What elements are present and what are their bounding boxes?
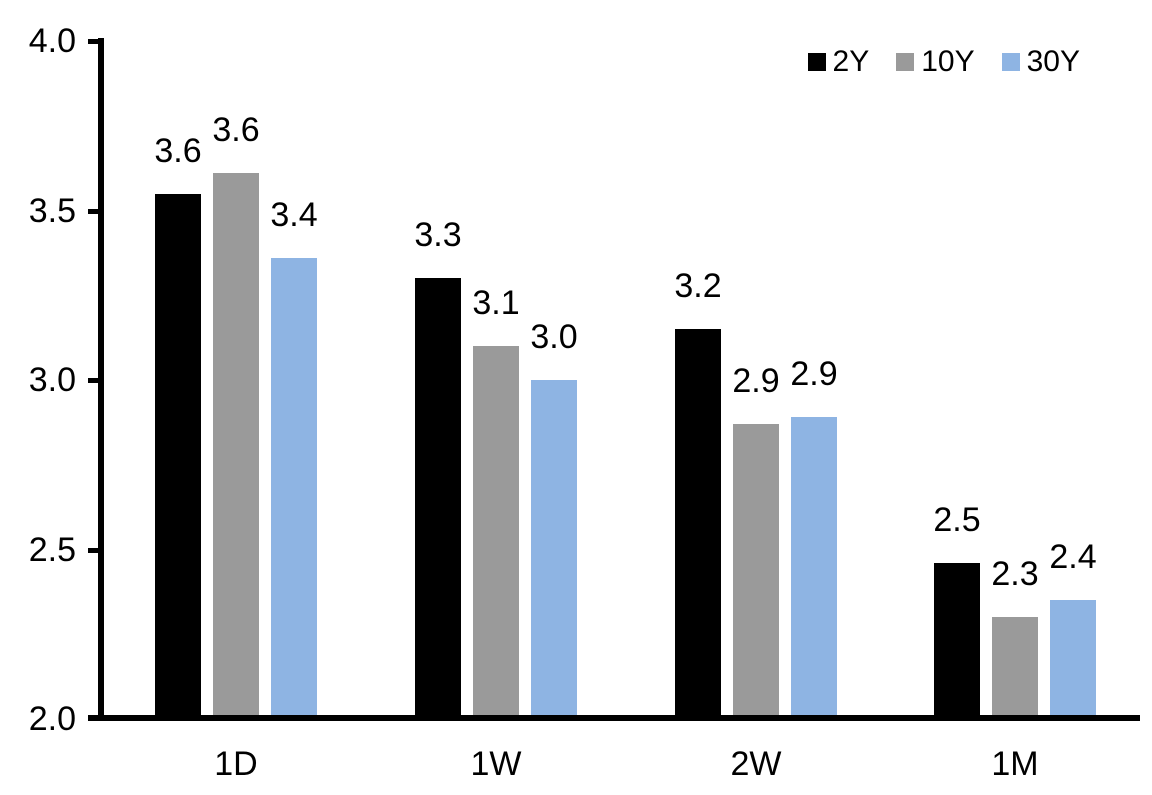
bar-30y-1d	[271, 258, 317, 715]
legend-item-30y: 30Y	[1001, 45, 1080, 78]
bar-2y-1m	[934, 563, 980, 715]
x-label-1d: 1D	[214, 745, 258, 783]
bar-label-30y-2w: 2.9	[790, 355, 838, 393]
bar-label-2y-1w: 3.3	[414, 216, 462, 254]
y-tick-label-3-5: 3.5	[28, 192, 76, 230]
legend-label-2y: 2Y	[832, 45, 870, 78]
bar-2y-1d	[155, 194, 201, 715]
bar-label-10y-1w: 3.1	[472, 284, 520, 322]
y-tick-label-2-5: 2.5	[28, 531, 76, 569]
bar-label-30y-1m: 2.4	[1049, 538, 1097, 576]
x-label-1w: 1W	[470, 745, 522, 783]
x-axis-line	[88, 715, 1140, 721]
bar-label-30y-1w: 3.0	[530, 318, 578, 356]
legend-swatch-2y	[807, 53, 826, 71]
bar-label-10y-1d: 3.6	[212, 111, 260, 149]
bar-30y-1m	[1050, 600, 1096, 715]
y-tick-label-3-0: 3.0	[28, 361, 76, 399]
y-tick-3-5	[88, 209, 98, 214]
bar-label-10y-2w: 2.9	[732, 362, 780, 400]
bar-label-2y-1d: 3.6	[154, 132, 202, 170]
bar-10y-1w	[473, 346, 519, 715]
legend-item-2y: 2Y	[807, 45, 870, 78]
bar-label-30y-1d: 3.4	[270, 196, 318, 234]
legend-swatch-30y	[1001, 53, 1020, 71]
legend-item-10y: 10Y	[896, 45, 975, 78]
legend-swatch-10y	[896, 53, 915, 71]
y-tick-2-5	[88, 548, 98, 553]
y-tick-label-2-0: 2.0	[28, 700, 76, 738]
bar-10y-1d	[213, 173, 259, 715]
y-tick-4-0	[88, 39, 98, 44]
bar-label-2y-2w: 3.2	[674, 267, 722, 305]
bar-10y-1m	[992, 617, 1038, 715]
bar-30y-2w	[791, 417, 837, 715]
bar-2y-2w	[675, 329, 721, 715]
bar-label-10y-1m: 2.3	[991, 555, 1039, 593]
bar-label-2y-1m: 2.5	[933, 501, 981, 539]
legend-label-10y: 10Y	[921, 45, 975, 78]
x-label-2w: 2W	[730, 745, 782, 783]
x-label-1m: 1M	[991, 745, 1039, 783]
chart-legend: 2Y 10Y 30Y	[807, 45, 1080, 78]
y-tick-3-0	[88, 378, 98, 383]
bar-30y-1w	[531, 380, 577, 715]
y-tick-label-4-0: 4.0	[28, 22, 76, 60]
y-axis-line	[98, 38, 104, 721]
legend-label-30y: 30Y	[1026, 45, 1080, 78]
bar-2y-1w	[415, 278, 461, 715]
bar-10y-2w	[733, 424, 779, 715]
